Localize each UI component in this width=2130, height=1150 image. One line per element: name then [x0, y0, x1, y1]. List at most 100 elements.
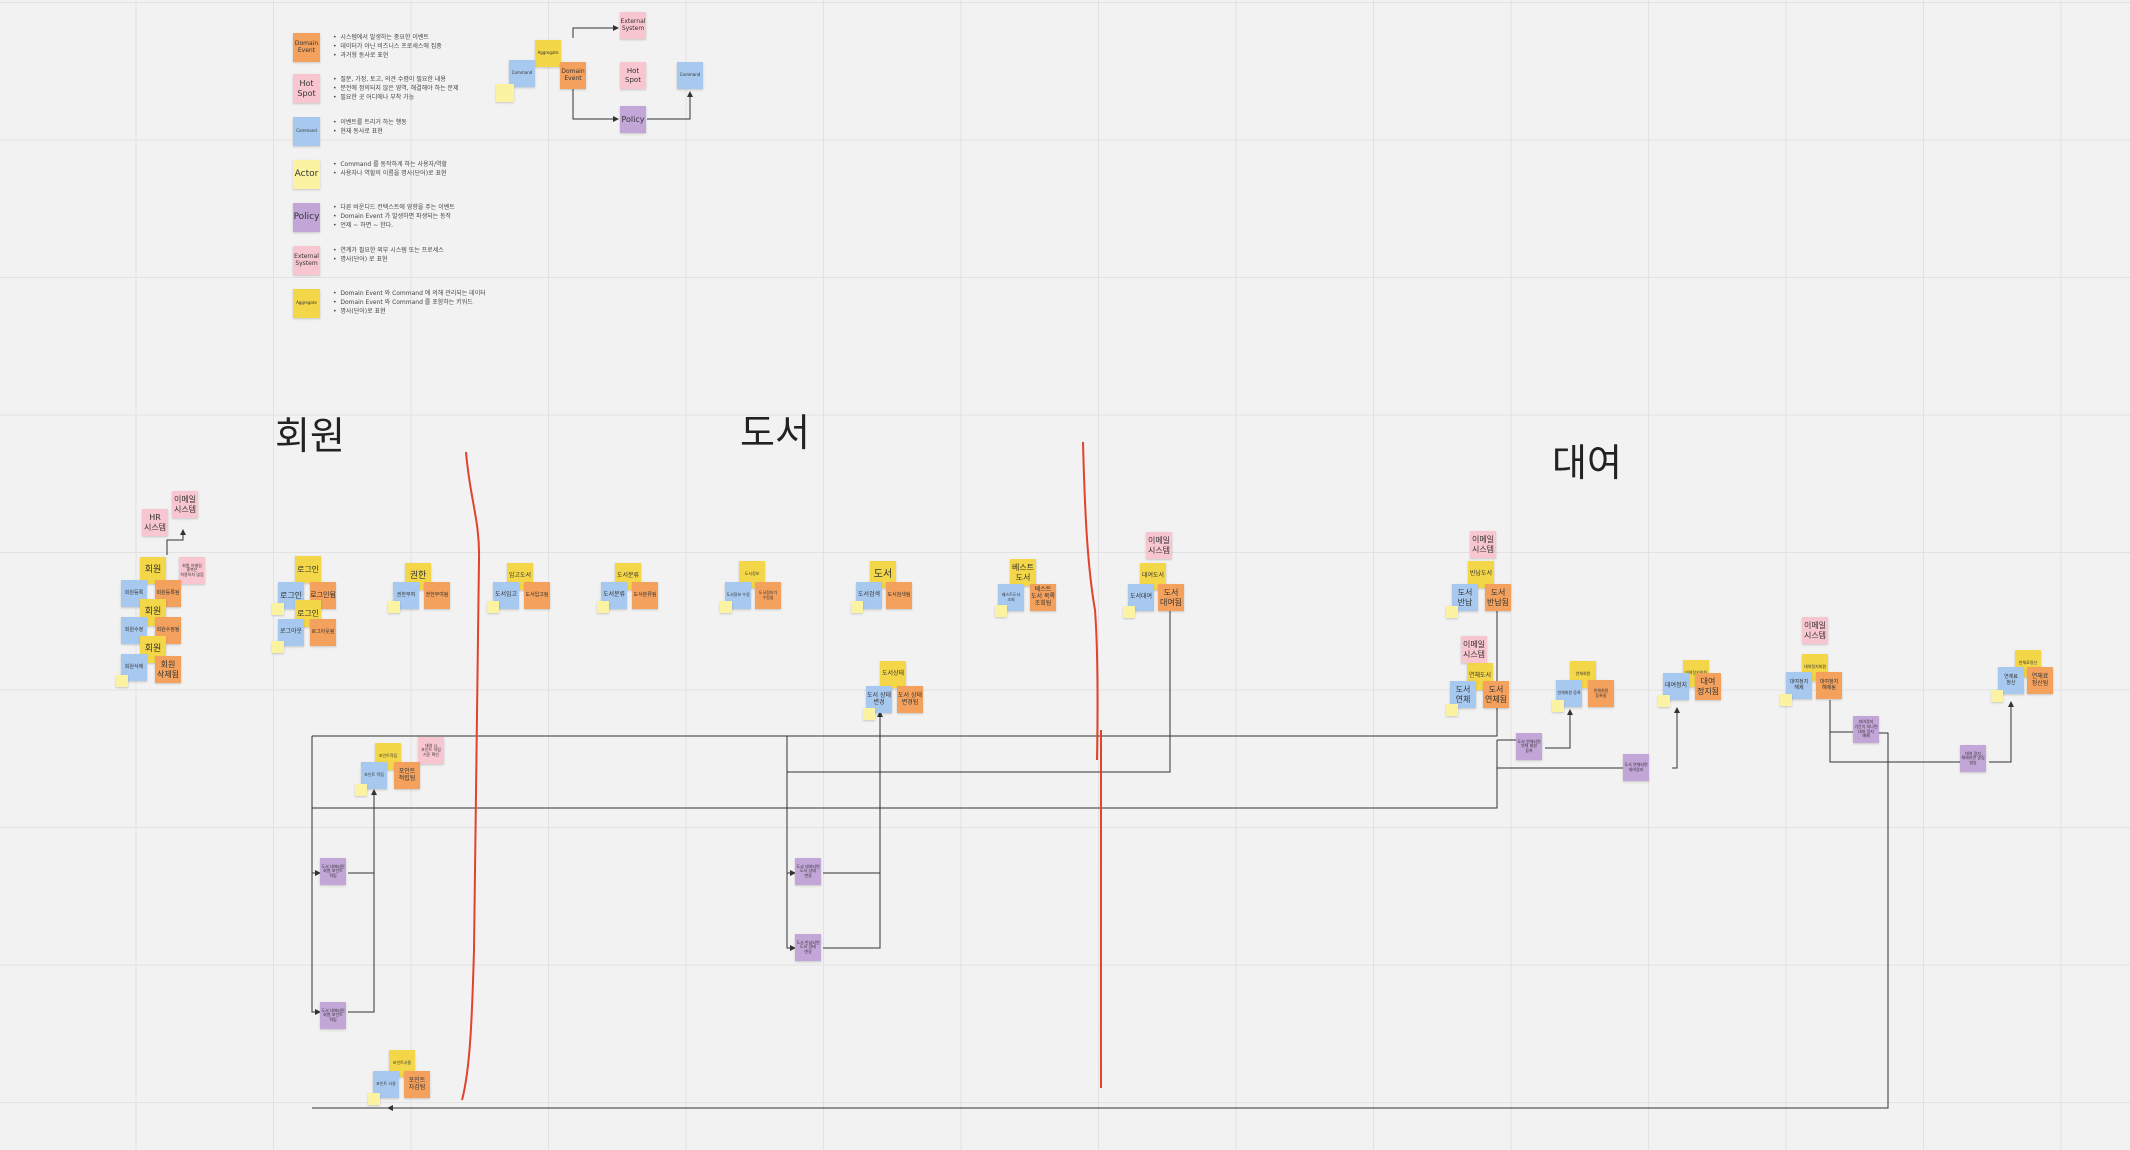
sticky-domain-event[interactable]: 도서검색됨: [886, 582, 912, 609]
sticky-command[interactable]: 연체료 정산: [1998, 667, 2024, 694]
context-title-member: 회원: [275, 414, 345, 458]
sticky-actor[interactable]: [851, 601, 863, 613]
sticky-actor[interactable]: [1123, 606, 1135, 618]
connector: [312, 598, 1498, 737]
sticky-actor[interactable]: [1446, 606, 1458, 618]
sticky-actor[interactable]: [368, 1093, 380, 1105]
connector: [166, 529, 186, 555]
sticky-actor[interactable]: [272, 603, 284, 615]
sticky-policy[interactable]: 도서 반납되면 도서 상태 변경: [795, 934, 821, 961]
connector: [647, 91, 693, 120]
sticky-aggregate[interactable]: 베스트 도서: [1010, 559, 1036, 586]
sticky-actor[interactable]: [597, 601, 609, 613]
legend-note-external-system[interactable]: External System: [293, 246, 320, 275]
sticky-domain-event[interactable]: 대여 정지됨: [1695, 673, 1721, 700]
sticky-actor[interactable]: [487, 601, 499, 613]
sticky-command[interactable]: 포인트 사용: [373, 1071, 399, 1098]
sticky-policy[interactable]: 대여정지 기간이 지나면 대여 정지 해제: [1853, 716, 1879, 743]
sticky-domain-event[interactable]: 대여정지 해제됨: [1816, 672, 1842, 699]
connector: [348, 789, 377, 1013]
connector: [786, 736, 796, 951]
connector: [572, 86, 619, 122]
sticky-actor[interactable]: [116, 675, 128, 687]
sticky-aggregate[interactable]: 회원: [140, 557, 166, 584]
sticky-actor[interactable]: [1658, 695, 1670, 707]
sticky-aggregate[interactable]: 로그인: [295, 556, 321, 583]
legend-note-actor[interactable]: Actor: [293, 160, 320, 189]
sticky-aggregate[interactable]: 반납도서: [1468, 561, 1494, 588]
sticky-aggregate[interactable]: 도서상태: [880, 661, 906, 688]
sticky-actor[interactable]: [272, 641, 284, 653]
sticky-policy[interactable]: 도서 대여되면 도서 상태 변경: [795, 858, 821, 885]
context-boundary-line: [1082, 441, 1099, 761]
sticky-domain-event[interactable]: 도서 대여됨: [1158, 584, 1184, 611]
connector: [1545, 709, 1573, 749]
legend-desc: • Domain Event 와 Command 에 의해 관리되는 데이터 •…: [333, 290, 486, 315]
sticky-domain-event[interactable]: 포인트 차감됨: [404, 1071, 430, 1098]
legend-desc: • 이벤트를 트리거 하는 행동 • 현재 동사로 표현: [333, 119, 407, 135]
sticky-command[interactable]: 도서 연체: [1450, 681, 1476, 708]
sticky-external-system[interactable]: HR 시스템: [142, 509, 168, 536]
connector: [572, 25, 619, 38]
sticky-actor[interactable]: [995, 605, 1007, 617]
sticky-domain-event[interactable]: 포인트 적립됨: [394, 762, 420, 789]
legend-desc: • 질문, 가정, 토고, 의견 수렴이 필요한 내용 • 분전에 정의되지 않…: [333, 76, 459, 101]
sticky-domain-event[interactable]: 회원 삭제됨: [155, 656, 181, 683]
sticky-domain-event[interactable]: Domain Event: [560, 62, 586, 89]
sticky-domain-event[interactable]: 로그아웃됨: [310, 619, 336, 646]
sticky-actor[interactable]: [355, 784, 367, 796]
connector: [312, 740, 1498, 809]
legend-note-command[interactable]: Command: [293, 117, 320, 146]
legend-note-domain-event[interactable]: Domain Event: [293, 33, 320, 62]
sticky-policy[interactable]: 도서 연체되면 대여정지: [1623, 754, 1649, 781]
sticky-domain-event[interactable]: 도서 상태 변경됨: [897, 686, 923, 713]
sticky-actor[interactable]: [496, 84, 514, 102]
sticky-actor[interactable]: [1991, 690, 2003, 702]
sticky-policy[interactable]: 대여 정지 해제되면 알림 발송: [1960, 745, 1986, 772]
sticky-command[interactable]: 도서 반납: [1452, 584, 1478, 611]
sticky-command[interactable]: Command: [677, 62, 703, 89]
sticky-aggregate[interactable]: Aggregate: [535, 40, 561, 67]
connector: [1829, 700, 1853, 733]
sticky-external-system[interactable]: External System: [620, 12, 646, 39]
sticky-external-system[interactable]: 이메일 시스템: [1146, 532, 1172, 559]
sticky-policy[interactable]: 도서 대여되면 회원 포인트 적립: [320, 858, 346, 885]
sticky-domain-event[interactable]: 연체회원 등록됨: [1588, 680, 1614, 707]
sticky-domain-event[interactable]: 권한부여됨: [424, 582, 450, 609]
legend-desc: • Command 를 동작하게 하는 사용자/역할 • 사용자나 역할의 이름…: [333, 161, 448, 177]
legend-note-policy[interactable]: Policy: [293, 203, 320, 232]
sticky-hot-spot[interactable]: Hot Spot: [620, 62, 646, 89]
sticky-actor[interactable]: [863, 708, 875, 720]
sticky-external-system[interactable]: 이메일 시스템: [1461, 636, 1487, 663]
sticky-actor[interactable]: [388, 601, 400, 613]
sticky-command[interactable]: Command: [509, 60, 535, 87]
sticky-domain-event[interactable]: 도서정보가 수정됨: [755, 582, 781, 609]
sticky-external-system[interactable]: 이메일 시스템: [172, 491, 198, 518]
connector: [787, 590, 1171, 773]
sticky-domain-event[interactable]: 베스트 도서 목록 조회됨: [1030, 584, 1056, 611]
sticky-actor[interactable]: [1446, 704, 1458, 716]
sticky-actor[interactable]: [1552, 700, 1564, 712]
sticky-hot-spot[interactable]: 대여 시 포인트 적립 기준 확인: [418, 737, 444, 764]
sticky-actor[interactable]: [720, 601, 732, 613]
sticky-actor[interactable]: [1780, 694, 1792, 706]
legend-note-aggregate[interactable]: Aggregate: [293, 289, 320, 318]
connector: [1989, 701, 2014, 763]
sticky-domain-event[interactable]: 도서 연체됨: [1483, 681, 1509, 708]
sticky-domain-event[interactable]: 도서입고됨: [524, 582, 550, 609]
connector: [311, 736, 321, 1015]
sticky-policy[interactable]: 도서 대여되면 회원 포인트 적립: [320, 1002, 346, 1029]
sticky-domain-event[interactable]: 도서분류됨: [632, 582, 658, 609]
sticky-external-system[interactable]: 이메일 시스템: [1802, 617, 1828, 644]
sticky-domain-event[interactable]: 도서 반납됨: [1485, 584, 1511, 611]
sticky-policy[interactable]: 도서 연체되면 연체 회원 등록: [1516, 733, 1542, 760]
sticky-hot-spot[interactable]: 회원 이메일 중복은 허용하지 않음: [179, 557, 205, 584]
legend-desc: • 연계가 필요한 외부 시스템 또는 프로세스 • 명사(단어) 로 표현: [333, 247, 444, 263]
sticky-policy[interactable]: Policy: [620, 106, 646, 133]
sticky-domain-event[interactable]: 연체료 정산됨: [2027, 667, 2053, 694]
sticky-external-system[interactable]: 이메일 시스템: [1470, 531, 1496, 558]
legend-note-hot-spot[interactable]: Hot Spot: [293, 74, 320, 103]
